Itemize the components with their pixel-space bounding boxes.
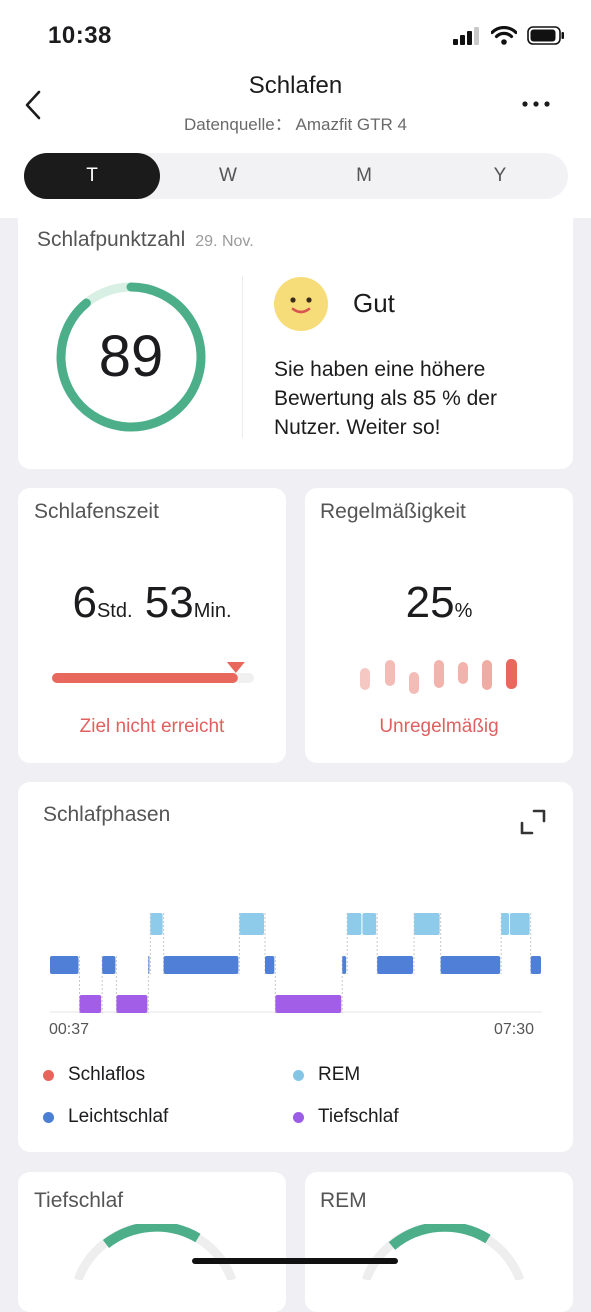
rem-title: REM: [320, 1189, 367, 1212]
tab-month[interactable]: M: [356, 165, 372, 186]
phases-end-time: 07:30: [494, 1021, 535, 1038]
rem-gauge: [361, 1224, 525, 1280]
legend-deep-sleep: Tiefschlaf: [293, 1106, 399, 1128]
phase-segment-deep: [116, 995, 148, 1013]
legend-awake: Schlaflos: [43, 1064, 145, 1086]
sleep-goal-status: Ziel nicht erreicht: [79, 716, 225, 737]
more-options-icon[interactable]: [521, 98, 551, 110]
sleep-score-title-text: Schlafpunktzahl: [37, 228, 186, 251]
sleep-phases-title: Schlafphasen: [43, 803, 171, 826]
home-indicator[interactable]: [192, 1258, 398, 1264]
score-divider: [242, 276, 243, 438]
phase-segment-light: [50, 956, 79, 974]
legend-light-label: Leichtschlaf: [68, 1106, 169, 1127]
phase-segment-light: [163, 956, 239, 974]
deep-sleep-gauge: [73, 1224, 237, 1280]
sleep-time-value: 6Std. 53Min.: [18, 578, 286, 628]
regularity-bar: [458, 662, 468, 684]
sleep-minutes-unit: Min.: [193, 600, 232, 622]
legend-deep-label: Tiefschlaf: [318, 1106, 399, 1127]
phase-segment-light: [102, 956, 116, 974]
sleep-rating: Gut: [353, 288, 395, 318]
regularity-title: Regelmäßigkeit: [320, 500, 466, 523]
phases-start-time: 00:37: [49, 1021, 90, 1038]
legend-rem: REM: [293, 1064, 360, 1086]
legend-light-sleep: Leichtschlaf: [43, 1106, 168, 1128]
phase-segment-light: [377, 956, 414, 974]
status-icons: [453, 26, 565, 45]
score-description: Sie haben eine höhere Bewertung als 85 %…: [274, 358, 497, 439]
phase-segment-light: [530, 956, 541, 974]
phase-segment-deep: [79, 995, 102, 1013]
legend-awake-label: Schlaflos: [68, 1064, 146, 1085]
period-tabs: T W M Y: [24, 153, 568, 199]
sleep-score-date: 29. Nov.: [195, 233, 254, 250]
legend-rem-dot: [293, 1069, 304, 1081]
sleep-goal-marker: [226, 662, 245, 673]
smiley-icon: [274, 277, 328, 331]
phase-segment-light: [342, 956, 347, 974]
score-ring: [56, 282, 206, 432]
regularity-value: 25%: [305, 578, 573, 628]
phase-segment-rem: [150, 913, 163, 935]
sleep-goal-fill: [52, 673, 238, 683]
phase-segment-light: [265, 956, 275, 974]
sleep-score-value: 89: [98, 324, 164, 389]
phase-segment-rem: [362, 913, 377, 935]
regularity-bar: [506, 659, 517, 689]
legend-light-dot: [43, 1111, 54, 1123]
legend-deep-dot: [293, 1111, 304, 1123]
legend-awake-dot: [43, 1069, 54, 1081]
legend-rem-label: REM: [318, 1064, 361, 1085]
sleep-hours-unit: Std.: [96, 600, 133, 622]
tab-year[interactable]: Y: [493, 165, 507, 186]
regularity-percent: 25: [405, 578, 455, 627]
tab-week[interactable]: W: [219, 165, 237, 186]
phase-segment-light: [148, 956, 150, 974]
wifi-icon: [491, 26, 517, 45]
regularity-bars: [360, 659, 517, 694]
phase-segment-rem: [239, 913, 265, 935]
tab-day[interactable]: T: [24, 153, 160, 199]
phase-segment-rem: [347, 913, 362, 935]
phase-segment-light: [440, 956, 501, 974]
phase-segment-rem: [510, 913, 530, 935]
sleep-phases-chart: [50, 913, 542, 1013]
regularity-bar: [385, 660, 395, 686]
regularity-unit: %: [454, 600, 473, 622]
sleep-score-title: Schlafpunktzahl 29. Nov.: [37, 228, 254, 252]
sleep-time-title: Schlafenszeit: [34, 500, 159, 523]
data-source-label: Datenquelle： Amazfit GTR 4: [184, 115, 407, 134]
deep-sleep-title: Tiefschlaf: [34, 1189, 124, 1212]
phase-segment-rem: [501, 913, 510, 935]
sleep-minutes: 53: [144, 578, 194, 627]
back-icon[interactable]: [18, 88, 48, 122]
sleep-time-card[interactable]: [18, 488, 286, 763]
phase-segment-deep: [275, 995, 342, 1013]
page-title: Schlafen: [248, 72, 343, 99]
regularity-status: Unregelmäßig: [379, 716, 499, 737]
status-time: 10:38: [48, 22, 112, 49]
score-ring-progress: [56, 282, 206, 432]
signal-icon: [453, 26, 479, 45]
regularity-bar: [360, 668, 370, 690]
sleep-goal-bar: [52, 662, 254, 683]
regularity-card[interactable]: [305, 488, 573, 763]
phase-segment-rem: [414, 913, 440, 935]
battery-icon: [527, 26, 564, 45]
expand-icon[interactable]: [519, 808, 547, 836]
sleep-hours: 6: [72, 578, 97, 627]
regularity-bar: [434, 660, 444, 688]
regularity-bar: [482, 660, 492, 690]
regularity-bar: [409, 672, 419, 694]
